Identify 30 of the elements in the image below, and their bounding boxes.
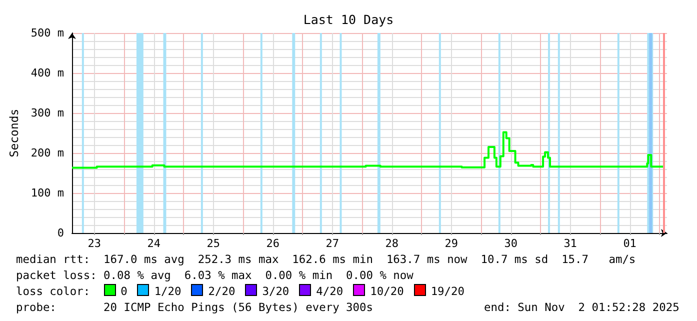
text: end: Sun Nov 2 01:52:28 2025 bbox=[484, 300, 680, 316]
y-tick-label: 0 bbox=[57, 226, 64, 240]
x-tick-label: 31 bbox=[564, 237, 577, 250]
text: packet loss: 0.08 % avg 6.03 % max 0.00 % min 0.00 % now bbox=[16, 269, 414, 282]
y-tick-label: 400 m bbox=[30, 66, 64, 80]
x-tick-label: 01 bbox=[623, 237, 636, 250]
x-tick-label: 30 bbox=[504, 237, 518, 250]
text: median rtt: 167.0 ms avg 252.3 ms max 162.6 ms min 163.7 ms now 10.7 ms sd 15.7 am/s bbox=[16, 253, 636, 266]
chart-title: Last 10 Days bbox=[303, 12, 394, 27]
x-tick-label: 23 bbox=[88, 237, 101, 250]
text: loss color: bbox=[16, 285, 92, 298]
y-axis-title: Seconds bbox=[7, 108, 21, 158]
text: 19/20 bbox=[430, 285, 464, 298]
y-tick-label: 300 m bbox=[30, 106, 64, 120]
x-tick-label: 26 bbox=[266, 237, 280, 250]
x-tick-label: 28 bbox=[385, 237, 398, 250]
text: 4/20 bbox=[316, 285, 344, 298]
x-tick-label: 24 bbox=[147, 237, 161, 250]
text: probe: 20 ICMP Echo Pings (56 Bytes) every 300s bbox=[16, 301, 373, 314]
text: 1/20 bbox=[154, 285, 182, 298]
x-tick-label: 27 bbox=[326, 237, 339, 250]
text: 0 bbox=[120, 285, 128, 298]
text: 3/20 bbox=[262, 285, 290, 298]
y-tick-label: 200 m bbox=[30, 146, 64, 160]
y-tick-label: 500 m bbox=[30, 26, 64, 40]
y-tick-label: 100 m bbox=[30, 186, 64, 200]
text: 10/20 bbox=[370, 285, 404, 298]
x-tick-label: 29 bbox=[444, 237, 458, 250]
text: 2/20 bbox=[208, 285, 236, 298]
x-tick-label: 25 bbox=[206, 237, 220, 250]
